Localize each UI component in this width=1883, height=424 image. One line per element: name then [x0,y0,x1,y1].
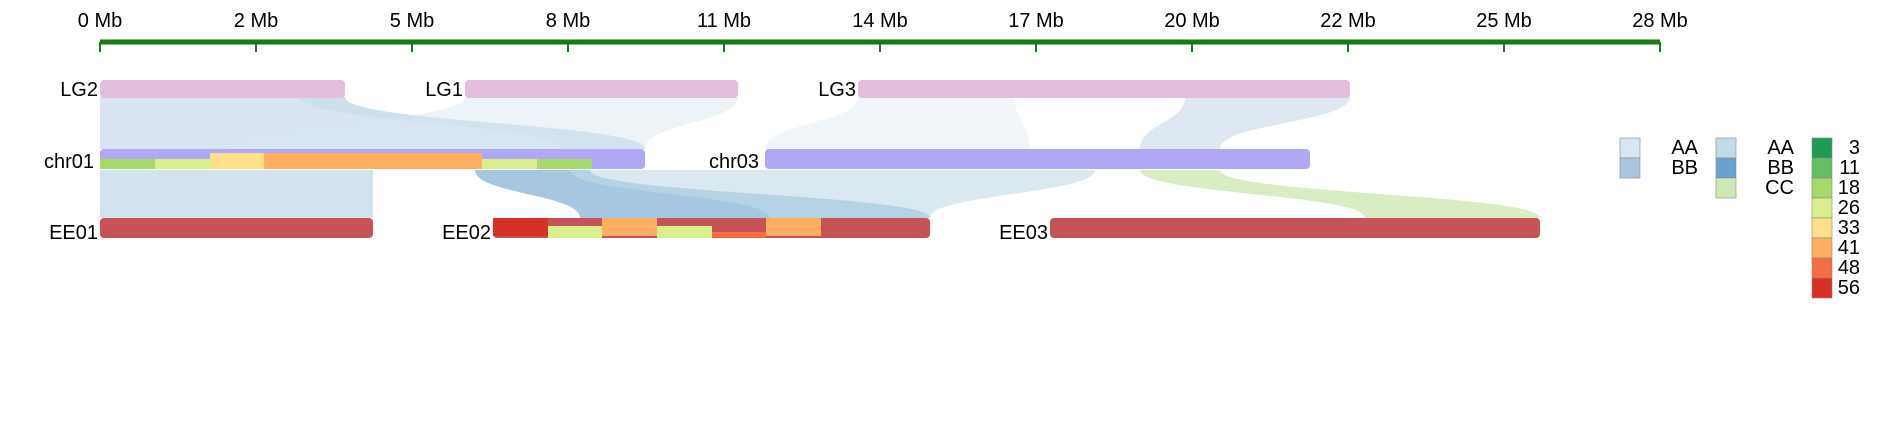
axis-tick-label: 22 Mb [1320,10,1376,32]
axis-tick-label: 25 Mb [1476,10,1532,32]
axis-tick-label: 8 Mb [546,10,590,32]
legend-swatch [1811,257,1833,279]
axis-tick-label: 14 Mb [852,10,908,32]
legend-swatch [1811,237,1833,259]
chromosome-LG2 [100,80,345,98]
legend-label: CC [1765,177,1794,199]
legend-label: 26 [1838,197,1860,219]
heat-segment [264,159,482,169]
legend-swatch [1811,217,1833,239]
heat-segment [602,218,657,236]
legend-label: 48 [1838,257,1860,279]
track-label: EE03 [999,222,1048,244]
heat-segment [712,232,766,238]
chromosome-chr03 [765,149,1310,169]
synteny-link [1140,97,1350,149]
legend-swatch [1811,197,1833,219]
legend-label: BB [1767,157,1794,179]
legend-swatch [1811,177,1833,199]
legend-label: AA [1671,137,1698,159]
chromosome-LG3 [858,80,1350,98]
chromosome-EE01 [100,218,373,238]
legend-swatch [1619,157,1641,179]
heat-segment [210,153,264,161]
legend-swatch [1811,157,1833,179]
track-label: chr01 [44,151,94,173]
chromosome-LG1 [465,80,738,98]
heat-segment [100,159,155,169]
heat-segment [766,218,821,236]
heat-segment [264,153,482,161]
heat-segment [548,226,602,238]
axis-tick-label: 5 Mb [390,10,434,32]
track-label: LG2 [60,79,98,101]
heat-segment [155,159,210,169]
synteny-link [230,97,738,149]
legend-label: 18 [1838,177,1860,199]
legend-label: 11 [1839,157,1860,179]
synteny-link [1140,170,1540,218]
track-label: chr03 [709,151,759,173]
legend-label: 56 [1838,277,1860,299]
legend-swatch [1715,137,1737,159]
axis-tick-label: 17 Mb [1008,10,1064,32]
synteny-link [100,97,645,149]
synteny-link [300,97,645,149]
heat-segment [210,159,264,169]
legend-label: 33 [1838,217,1860,239]
chromosome-EE03 [1050,218,1540,238]
track-label: LG1 [425,79,463,101]
heat-segment [482,159,537,169]
axis-tick-label: 28 Mb [1632,10,1688,32]
axis-tick-label: 2 Mb [234,10,278,32]
legend-swatch [1715,177,1737,199]
axis-tick-label: 11 Mb [697,10,751,32]
legend-label: BB [1671,157,1698,179]
synteny-link [765,97,1030,149]
legend-swatch [1811,137,1833,159]
synteny-link [570,170,1095,218]
legend-label: AA [1767,137,1794,159]
synteny-link [100,170,373,218]
chromosome-labels: LG2 LG1 LG3 chr01 chr03 EE01 EE02 EE03 [44,79,1048,244]
legend-label: 3 [1849,137,1860,159]
axis-tick-label: 0 Mb [78,10,122,32]
heat-segment [537,159,592,169]
legend-label: 41 [1838,237,1860,259]
track-label: LG3 [818,79,856,101]
scale-axis: 0 Mb 2 Mb 5 Mb 8 Mb 11 Mb 14 Mb 17 Mb 20 Mb 22 M… [78,10,1688,52]
heat-segment [493,218,548,236]
heat-segment [657,226,712,238]
synteny-links [100,97,1540,218]
legend-swatch [1811,277,1833,299]
track-label: EE01 [49,222,98,244]
track-label: EE02 [442,222,491,244]
legend-swatch [1619,137,1641,159]
legend-swatch [1715,157,1737,179]
heatmap-segments [100,153,821,238]
axis-tick-label: 20 Mb [1164,10,1220,32]
